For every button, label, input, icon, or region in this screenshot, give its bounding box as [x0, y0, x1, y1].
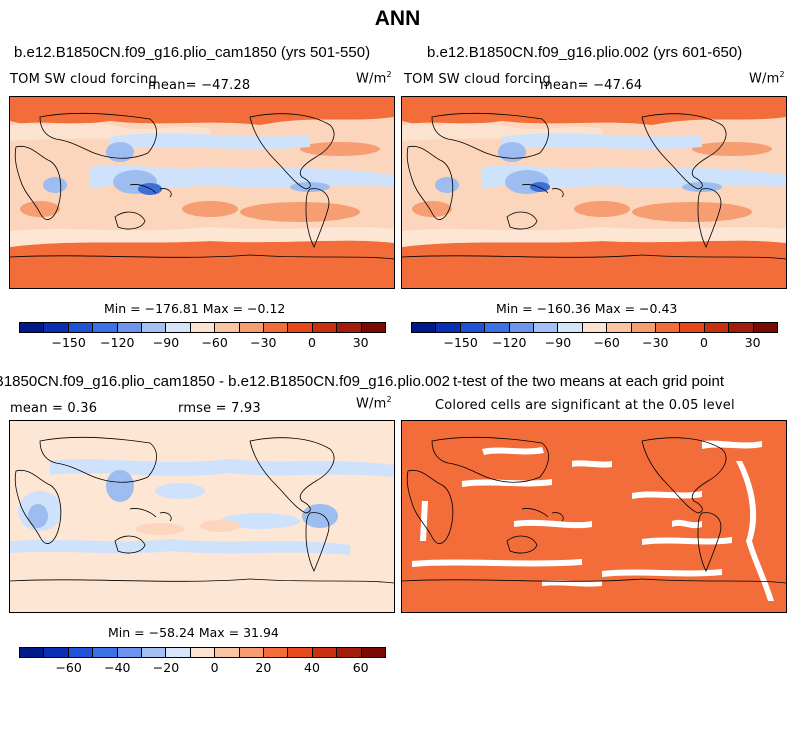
colorbar-swatch [93, 648, 118, 657]
colorbar-swatch [239, 323, 265, 332]
colorbar-tick-label: 0 [308, 335, 316, 350]
colorbar-swatch [142, 323, 167, 332]
panel-4-map-svg [402, 421, 786, 612]
colorbar-swatch [166, 648, 191, 657]
colorbar-swatch [460, 323, 486, 332]
panel-2-field: TOM SW cloud forcing [404, 72, 551, 87]
colorbar-swatch [117, 323, 143, 332]
panel-2-title: b.e12.B1850CN.f09_g16.plio.002 (yrs 601-… [427, 44, 743, 61]
colorbar-swatch [288, 323, 313, 332]
colorbar-tick-label: 30 [352, 335, 369, 350]
colorbar-swatch [312, 323, 338, 332]
colorbar-swatch [68, 648, 94, 657]
panel-4-title: t-test of the two means at each grid poi… [453, 373, 724, 390]
panel-3-rmse: rmse = 7.93 [178, 401, 261, 416]
colorbar-tick-label: 40 [304, 660, 320, 675]
colorbar-swatch [704, 323, 730, 332]
colorbar-swatch [680, 323, 705, 332]
panel-2-mean: mean= −47.64 [540, 78, 643, 93]
colorbar-swatch [582, 323, 608, 332]
colorbar-swatch [729, 323, 754, 332]
panel-1-mean: mean= −47.28 [148, 78, 251, 93]
panel-3-colorbar [19, 647, 386, 658]
figure-title: ANN [374, 7, 421, 30]
colorbar-tick-label: 0 [210, 660, 219, 675]
colorbar-swatch [288, 648, 313, 657]
colorbar-swatch [631, 323, 657, 332]
panel-2-map-svg [402, 97, 786, 288]
panel-1-units: W/m2 [356, 70, 392, 87]
colorbar-swatch [239, 648, 265, 657]
panel-3-units: W/m2 [356, 395, 392, 412]
colorbar-tick-label: 30 [744, 335, 761, 350]
colorbar-tick-label: −60 [593, 335, 620, 350]
panel-3-mean: mean = 0.36 [10, 401, 98, 416]
panel-2-minmax: Min = −160.36 Max = −0.43 [496, 301, 678, 316]
colorbar-tick-label: 60 [352, 660, 369, 675]
colorbar-swatch [190, 648, 216, 657]
colorbar-swatch [264, 648, 289, 657]
panel-1-map-svg [10, 97, 394, 288]
colorbar-tick-label: −40 [104, 660, 131, 675]
colorbar-swatch [337, 323, 362, 332]
colorbar-swatch [20, 648, 45, 657]
colorbar-tick-label: −20 [152, 660, 180, 675]
colorbar-swatch [509, 323, 535, 332]
panel-4-map [401, 420, 787, 613]
panel-3-title: b.e12.B1850CN.f09_g16.plio_cam1850 - b.e… [0, 373, 450, 390]
colorbar-swatch [753, 323, 778, 332]
colorbar-swatch [337, 648, 362, 657]
colorbar-swatch [20, 323, 45, 332]
colorbar-swatch [485, 323, 510, 332]
colorbar-tick-label: −150 [51, 335, 86, 350]
colorbar-tick-label: −60 [201, 335, 228, 350]
colorbar-tick-label: −30 [250, 335, 277, 350]
colorbar-swatch [117, 648, 143, 657]
colorbar-swatch [93, 323, 118, 332]
colorbar-tick-label: −60 [55, 660, 82, 675]
panel-3-title-wrap: b.e12.B1850CN.f09_g16.plio_cam1850 - b.e… [0, 373, 450, 390]
panel-1-colorbar [19, 322, 386, 333]
panel-3-map-svg [10, 421, 394, 612]
colorbar-swatch [607, 323, 632, 332]
colorbar-tick-label: 0 [700, 335, 708, 350]
panel-1-minmax: Min = −176.81 Max = −0.12 [104, 301, 286, 316]
panel-1-title: b.e12.B1850CN.f09_g16.plio_cam1850 (yrs … [14, 44, 371, 61]
panel-2-colorbar [411, 322, 778, 333]
colorbar-swatch [44, 648, 69, 657]
panel-3-minmax: Min = −58.24 Max = 31.94 [108, 625, 279, 640]
panel-2-map [401, 96, 787, 289]
colorbar-swatch [142, 648, 167, 657]
colorbar-tick-label: −120 [492, 335, 527, 350]
colorbar-tick-label: −150 [443, 335, 478, 350]
panel-3-map [9, 420, 395, 613]
colorbar-tick-label: 20 [255, 660, 272, 675]
panel-4-subtitle: Colored cells are significant at the 0.0… [435, 398, 735, 413]
colorbar-tick-label: −30 [642, 335, 669, 350]
panel-1-map [9, 96, 395, 289]
colorbar-tick-label: −90 [544, 335, 572, 350]
colorbar-swatch [558, 323, 583, 332]
colorbar-swatch [361, 323, 386, 332]
panel-2-units: W/m2 [749, 70, 785, 87]
colorbar-swatch [215, 323, 240, 332]
colorbar-swatch [68, 323, 94, 332]
colorbar-swatch [534, 323, 559, 332]
colorbar-swatch [436, 323, 461, 332]
colorbar-swatch [361, 648, 386, 657]
colorbar-swatch [44, 323, 69, 332]
colorbar-swatch [215, 648, 240, 657]
colorbar-swatch [312, 648, 338, 657]
colorbar-swatch [656, 323, 681, 332]
colorbar-tick-label: −120 [100, 335, 135, 350]
colorbar-tick-label: −90 [152, 335, 180, 350]
colorbar-swatch [190, 323, 216, 332]
panel-1-field: TOM SW cloud forcing [10, 72, 157, 87]
colorbar-swatch [166, 323, 191, 332]
colorbar-swatch [412, 323, 437, 332]
colorbar-swatch [264, 323, 289, 332]
